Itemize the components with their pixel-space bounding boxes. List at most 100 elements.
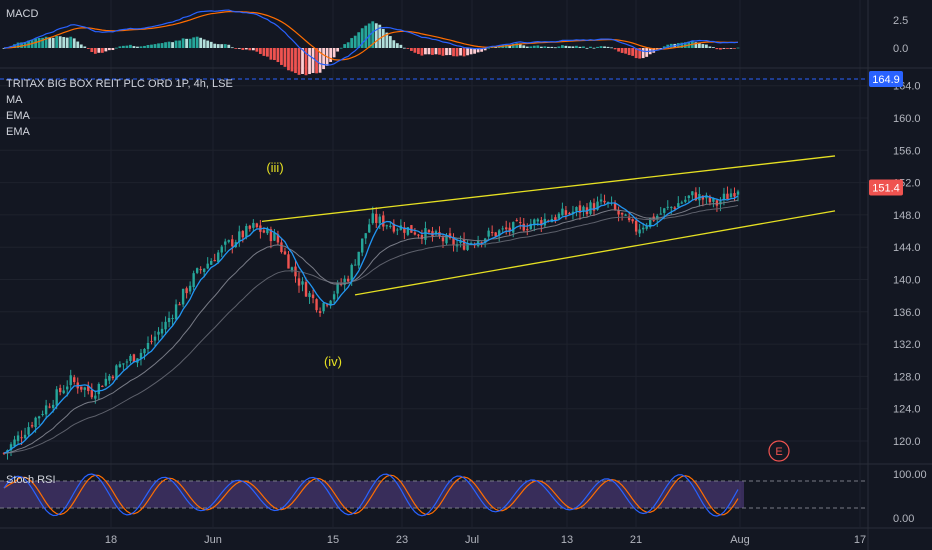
candle-body — [62, 390, 65, 394]
macd-signal-line — [3, 10, 739, 61]
macd-bar — [237, 48, 241, 49]
macd-bar — [65, 37, 69, 48]
macd-bar — [392, 40, 396, 48]
macd-bar — [476, 48, 480, 53]
candle-body — [181, 288, 185, 305]
candle-body — [705, 195, 708, 199]
macd-bar — [72, 38, 76, 48]
macd-bar — [206, 40, 210, 48]
macd-bar — [518, 43, 522, 48]
macd-bar — [332, 48, 336, 58]
candle-body — [641, 227, 645, 230]
candle-body — [318, 311, 322, 313]
macd-bar — [290, 48, 294, 72]
macd-bar — [244, 48, 248, 50]
macd-bar — [522, 45, 526, 48]
macd-bar — [195, 36, 199, 48]
candle-body — [392, 223, 396, 232]
candle-body — [287, 254, 290, 269]
candle-body — [522, 223, 525, 231]
macd-bar — [452, 48, 455, 57]
candle-body — [417, 234, 420, 236]
channel-lower-line — [354, 210, 836, 296]
candle-body — [213, 260, 216, 262]
macd-bar — [280, 48, 283, 65]
candle-body — [427, 230, 431, 233]
candle-body — [132, 354, 136, 362]
stoch-rsi-label[interactable]: Stoch RSI — [6, 474, 56, 486]
macd-bar — [441, 48, 445, 56]
macd-bar — [578, 46, 582, 48]
macd-bar — [480, 48, 484, 52]
candle-body — [736, 191, 740, 195]
macd-bar — [248, 48, 252, 51]
candle-body — [248, 225, 252, 229]
macd-bar — [104, 48, 108, 52]
macd-bar — [41, 37, 45, 48]
candle-body — [350, 264, 353, 281]
macd-bar — [641, 48, 645, 59]
indicator-ema-2[interactable]: EMA — [6, 126, 30, 138]
candle-body — [627, 216, 631, 221]
macd-bar — [185, 38, 189, 48]
candle-body — [680, 202, 684, 204]
indicator-ema-1[interactable]: EMA — [6, 110, 30, 122]
candle-body — [273, 232, 276, 241]
macd-bar — [269, 48, 273, 60]
time-tick-label: 23 — [396, 534, 408, 546]
macd-bar — [125, 45, 129, 48]
candle-body — [311, 294, 315, 299]
candle-body — [663, 208, 666, 213]
candle-body — [617, 209, 620, 215]
candle-body — [396, 229, 399, 231]
candle-body — [701, 195, 705, 200]
macd-bar — [459, 48, 462, 56]
candle-body — [508, 227, 511, 231]
candle-body — [58, 387, 62, 393]
candle-body — [649, 218, 652, 228]
candle-body — [673, 207, 676, 209]
macd-bar — [48, 37, 52, 48]
macd-bar — [536, 45, 540, 48]
macd-bar — [381, 28, 385, 48]
symbol-title[interactable]: TRITAX BIG BOX REIT PLC ORD 1P, 4h, LSE — [6, 78, 233, 90]
candle-body — [599, 199, 603, 202]
candle-body — [125, 361, 129, 363]
macd-bar — [508, 45, 512, 48]
macd-bar — [704, 44, 708, 48]
macd-bar — [276, 48, 280, 63]
macd-bar — [97, 48, 101, 53]
candle-body — [55, 389, 58, 406]
candle-body — [497, 230, 501, 236]
candle-body — [290, 267, 294, 271]
macd-bar — [719, 48, 722, 50]
macd-bar — [585, 47, 589, 49]
candle-body — [315, 299, 318, 311]
macd-bar — [34, 38, 38, 48]
candle-body — [413, 232, 417, 235]
macd-tick-label: 2.5 — [893, 15, 908, 27]
macd-bar — [209, 41, 213, 48]
macd-bar — [550, 46, 554, 48]
macd-bar — [150, 44, 153, 48]
candle-body — [378, 216, 381, 224]
candle-body — [322, 303, 325, 312]
price-tick-label: 148.0 — [893, 210, 921, 222]
macd-bar — [715, 48, 719, 50]
macd-bar — [543, 46, 547, 48]
macd-bar — [350, 38, 354, 48]
macd-bar — [592, 47, 596, 49]
candle-body — [575, 207, 578, 211]
candle-body — [694, 192, 698, 201]
macd-bar — [420, 48, 424, 56]
channel-upper-line — [261, 155, 836, 223]
macd-bar — [329, 48, 333, 62]
macd-bar — [129, 44, 132, 48]
candle-body — [557, 213, 561, 219]
candle-body — [325, 304, 329, 306]
macd-bar — [343, 44, 347, 48]
macd-bar — [378, 24, 382, 48]
macd-bar — [146, 44, 150, 48]
indicator-ma[interactable]: MA — [6, 94, 23, 106]
